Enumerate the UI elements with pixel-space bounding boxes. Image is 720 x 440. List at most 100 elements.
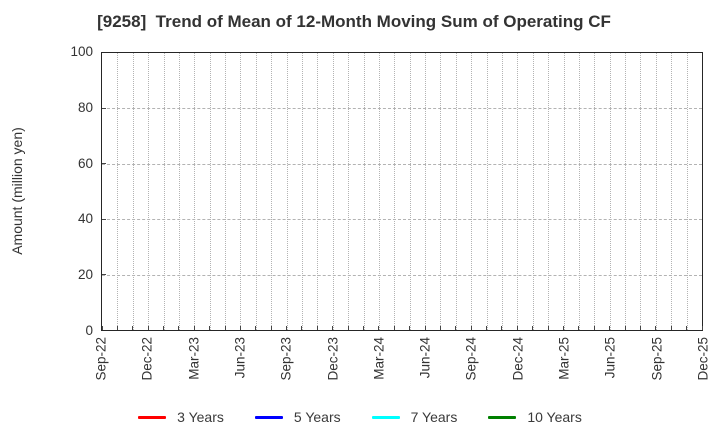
gridline-vertical	[625, 53, 627, 330]
gridline-vertical	[394, 53, 396, 330]
gridline-vertical	[240, 53, 242, 330]
gridline-vertical	[594, 53, 596, 330]
y-tick-label: 40	[77, 211, 93, 227]
x-tick-label: Dec-22	[139, 337, 155, 381]
legend-line-icon	[488, 415, 517, 419]
gridline-horizontal	[102, 219, 702, 221]
y-axis-tick	[102, 107, 106, 109]
x-axis-tick	[670, 326, 672, 330]
gridline-horizontal	[102, 274, 702, 276]
x-axis-tick	[593, 326, 595, 330]
x-axis-tick	[701, 326, 703, 330]
x-axis-tick	[347, 326, 349, 330]
legend-label: 7 Years	[410, 409, 458, 425]
gridline-vertical	[609, 53, 611, 330]
y-axis-tick	[102, 274, 106, 276]
gridline-vertical	[486, 53, 488, 330]
x-axis-tick	[332, 326, 334, 330]
x-tick-label: Dec-25	[695, 337, 711, 381]
gridline-vertical	[440, 53, 442, 330]
x-axis-tick	[609, 326, 611, 330]
gridline-vertical	[194, 53, 196, 330]
legend-label: 5 Years	[293, 409, 341, 425]
gridline-vertical	[532, 53, 534, 330]
x-axis-tick	[393, 326, 395, 330]
gridline-vertical	[517, 53, 519, 330]
x-axis-tick	[655, 326, 657, 330]
x-axis-tick	[624, 326, 626, 330]
x-axis-tick	[424, 326, 426, 330]
x-axis-tick	[547, 326, 549, 330]
gridline-vertical	[563, 53, 565, 330]
x-tick-label: Jun-23	[232, 337, 248, 379]
legend-line-icon	[138, 415, 167, 419]
legend-line-icon	[254, 415, 283, 419]
x-axis-tick	[178, 326, 180, 330]
x-axis-tick	[239, 326, 241, 330]
gridline-vertical	[363, 53, 365, 330]
legend-label: 3 Years	[177, 409, 224, 425]
gridline-vertical	[332, 53, 334, 330]
x-tick-label: Jun-25	[602, 337, 618, 379]
gridline-vertical	[286, 53, 288, 330]
gridline-vertical	[225, 53, 227, 330]
x-axis-tick	[439, 326, 441, 330]
x-axis-tick	[532, 326, 534, 330]
x-axis-tick	[501, 326, 503, 330]
y-axis-label: Amount (million yen)	[9, 127, 25, 255]
x-axis-tick	[270, 326, 272, 330]
x-tick-label: Mar-25	[556, 337, 572, 380]
x-tick-label: Dec-24	[510, 337, 526, 381]
gridline-vertical	[255, 53, 257, 330]
gridline-vertical	[640, 53, 642, 330]
x-axis-tick	[193, 326, 195, 330]
legend-label: 10 Years	[527, 409, 582, 425]
y-axis-tick	[102, 163, 106, 165]
legend-item-5-years: 5 Years	[254, 409, 341, 425]
x-axis-tick	[147, 326, 149, 330]
x-tick-label: Dec-23	[325, 337, 341, 381]
gridline-vertical	[178, 53, 180, 330]
x-tick-label: Mar-23	[186, 337, 202, 380]
x-axis-tick	[639, 326, 641, 330]
x-axis-tick	[363, 326, 365, 330]
legend-item-3-years: 3 Years	[138, 409, 224, 425]
gridline-vertical	[348, 53, 350, 330]
gridline-vertical	[163, 53, 165, 330]
gridline-vertical	[502, 53, 503, 330]
x-axis-tick	[686, 326, 688, 330]
y-axis-tick	[102, 218, 106, 220]
plot-area	[101, 52, 703, 331]
legend-line-icon	[371, 415, 400, 419]
gridline-vertical	[455, 53, 457, 330]
x-axis-tick	[163, 326, 165, 330]
gridline-vertical	[209, 53, 211, 330]
x-axis-tick	[455, 326, 457, 330]
gridline-vertical	[117, 53, 119, 330]
gridline-vertical	[317, 53, 319, 330]
x-axis-tick	[255, 326, 257, 330]
x-axis-tick	[101, 326, 103, 330]
gridline-vertical	[471, 53, 473, 330]
gridline-vertical	[548, 53, 550, 330]
x-axis-tick	[286, 326, 288, 330]
x-tick-label: Sep-24	[463, 337, 479, 381]
legend-item-7-years: 7 Years	[371, 409, 458, 425]
x-axis-tick	[563, 326, 565, 330]
x-tick-label: Sep-22	[93, 337, 109, 381]
gridline-vertical	[578, 53, 580, 330]
gridline-vertical	[378, 53, 380, 330]
x-axis-tick	[486, 326, 488, 330]
x-tick-label: Sep-23	[278, 337, 294, 381]
x-axis-tick	[378, 326, 380, 330]
y-tick-label: 0	[85, 323, 93, 338]
x-axis-tick	[409, 326, 411, 330]
chart-title: [9258] Trend of Mean of 12-Month Moving …	[97, 12, 611, 31]
y-tick-label: 60	[77, 155, 93, 171]
y-tick-label: 100	[70, 44, 93, 59]
x-axis-tick	[209, 326, 211, 330]
gridline-vertical	[671, 53, 673, 330]
legend-item-10-years: 10 Years	[488, 409, 582, 425]
x-axis-tick	[470, 326, 472, 330]
